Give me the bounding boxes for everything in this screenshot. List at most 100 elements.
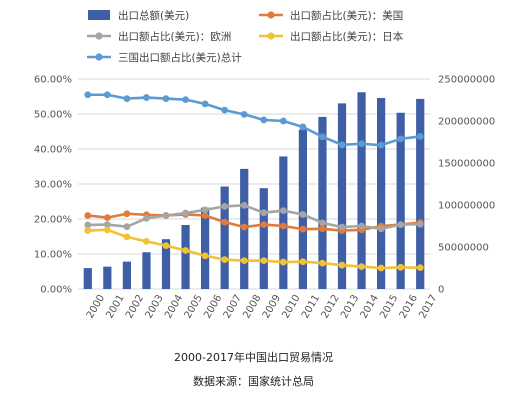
series-point [279,117,287,125]
bar [103,266,112,289]
series-point [377,141,385,149]
y-right-tick-label: 200000000 [438,117,495,128]
bar [357,92,366,289]
y-right-tick-label: 100000000 [438,201,495,212]
bar [122,261,131,289]
series-point [397,263,405,271]
series-point [84,91,92,99]
bar [142,252,151,289]
series-point [221,256,229,263]
x-tick-label: 2013 [339,293,361,321]
series-point [358,140,365,148]
series-point [416,264,424,272]
series-point [143,94,150,101]
x-tick-label: 2010 [280,293,302,321]
series-point [338,141,346,149]
series-point [319,133,326,141]
bar [318,116,327,289]
series-point [201,206,209,214]
series-point [299,123,307,131]
series-point [260,209,268,217]
y-left-tick-label: 0.00% [40,285,72,296]
series-point [416,133,424,140]
x-tick-label: 2002 [124,293,146,321]
y-left-tick-label: 40.00% [34,145,72,156]
legend-label: 出口额占比(美元)：欧洲 [118,30,231,43]
legend-label: 出口额占比(美元)：美国 [290,9,403,22]
series-point [221,106,229,114]
legend-swatch-marker [95,32,103,40]
combo-chart: 0.00% 10.00% 20.00% 30.00% 40.00% 50.00% 60.00… [34,9,495,321]
series-point [162,212,170,219]
series-point [338,223,346,231]
x-tick-label: 2011 [300,293,322,321]
series-point [123,210,131,218]
x-tick-label: 2004 [163,293,185,321]
legend-label: 三国出口额占比(美元)总计 [118,51,242,64]
bar [220,186,229,289]
series-point [240,257,248,265]
series-point [299,258,307,266]
series-point [240,223,248,231]
bar [416,98,425,290]
series-line [87,93,421,147]
series-point [103,214,111,222]
series-point [103,91,111,99]
y-left-tick-label: 50.00% [34,110,72,121]
bar [337,103,347,289]
y-right-tick-label: 150000000 [438,159,495,170]
series-point [397,135,405,143]
series-point [319,259,326,267]
series-point [84,212,92,219]
series-point [279,207,287,215]
series-point [240,110,248,118]
bar [201,207,210,289]
series-point [123,233,131,241]
series-point [338,261,346,269]
series-point [103,226,111,234]
series-point [123,223,131,231]
series-line [87,228,421,270]
series-point [377,225,385,233]
legend-swatch-marker [267,11,275,19]
series-point [182,96,189,104]
y-left-tick-label: 60.00% [34,75,72,86]
series-point [358,263,365,270]
legend-label: 出口额占比(美元)：日本 [290,30,404,43]
series-point [143,238,150,245]
series-point [299,225,307,233]
y-left-tick-label: 30.00% [34,180,72,191]
series-point [182,247,189,254]
legend-swatch [88,10,110,20]
series-point [84,227,92,234]
legend-swatch-marker [95,53,103,61]
bar [377,97,386,289]
series-point [182,209,189,217]
chart-caption-title: 2000-2017年中国出口贸易情况 [174,351,333,364]
series-point [416,220,424,228]
x-tick-label: 2005 [183,293,205,321]
bar [259,188,268,289]
series-point [358,222,365,230]
series-point [221,218,229,226]
series-point [260,116,268,124]
series-point [260,257,268,265]
bar [181,224,190,289]
y-right-tick-label: 250000000 [438,75,495,86]
x-tick-label: 2003 [144,293,166,321]
y-right-tick-label: 0 [438,285,444,296]
series-point [162,242,170,250]
series-point [279,258,287,266]
series-point [397,221,405,229]
series-point [299,211,307,218]
bar [161,239,171,289]
bar [298,129,307,289]
series-point [240,201,248,209]
series-point [162,95,170,102]
series-point [377,264,385,272]
series-point [103,221,111,229]
series-point [84,221,92,229]
series-point [201,100,209,108]
legend-swatch-marker [267,32,275,40]
